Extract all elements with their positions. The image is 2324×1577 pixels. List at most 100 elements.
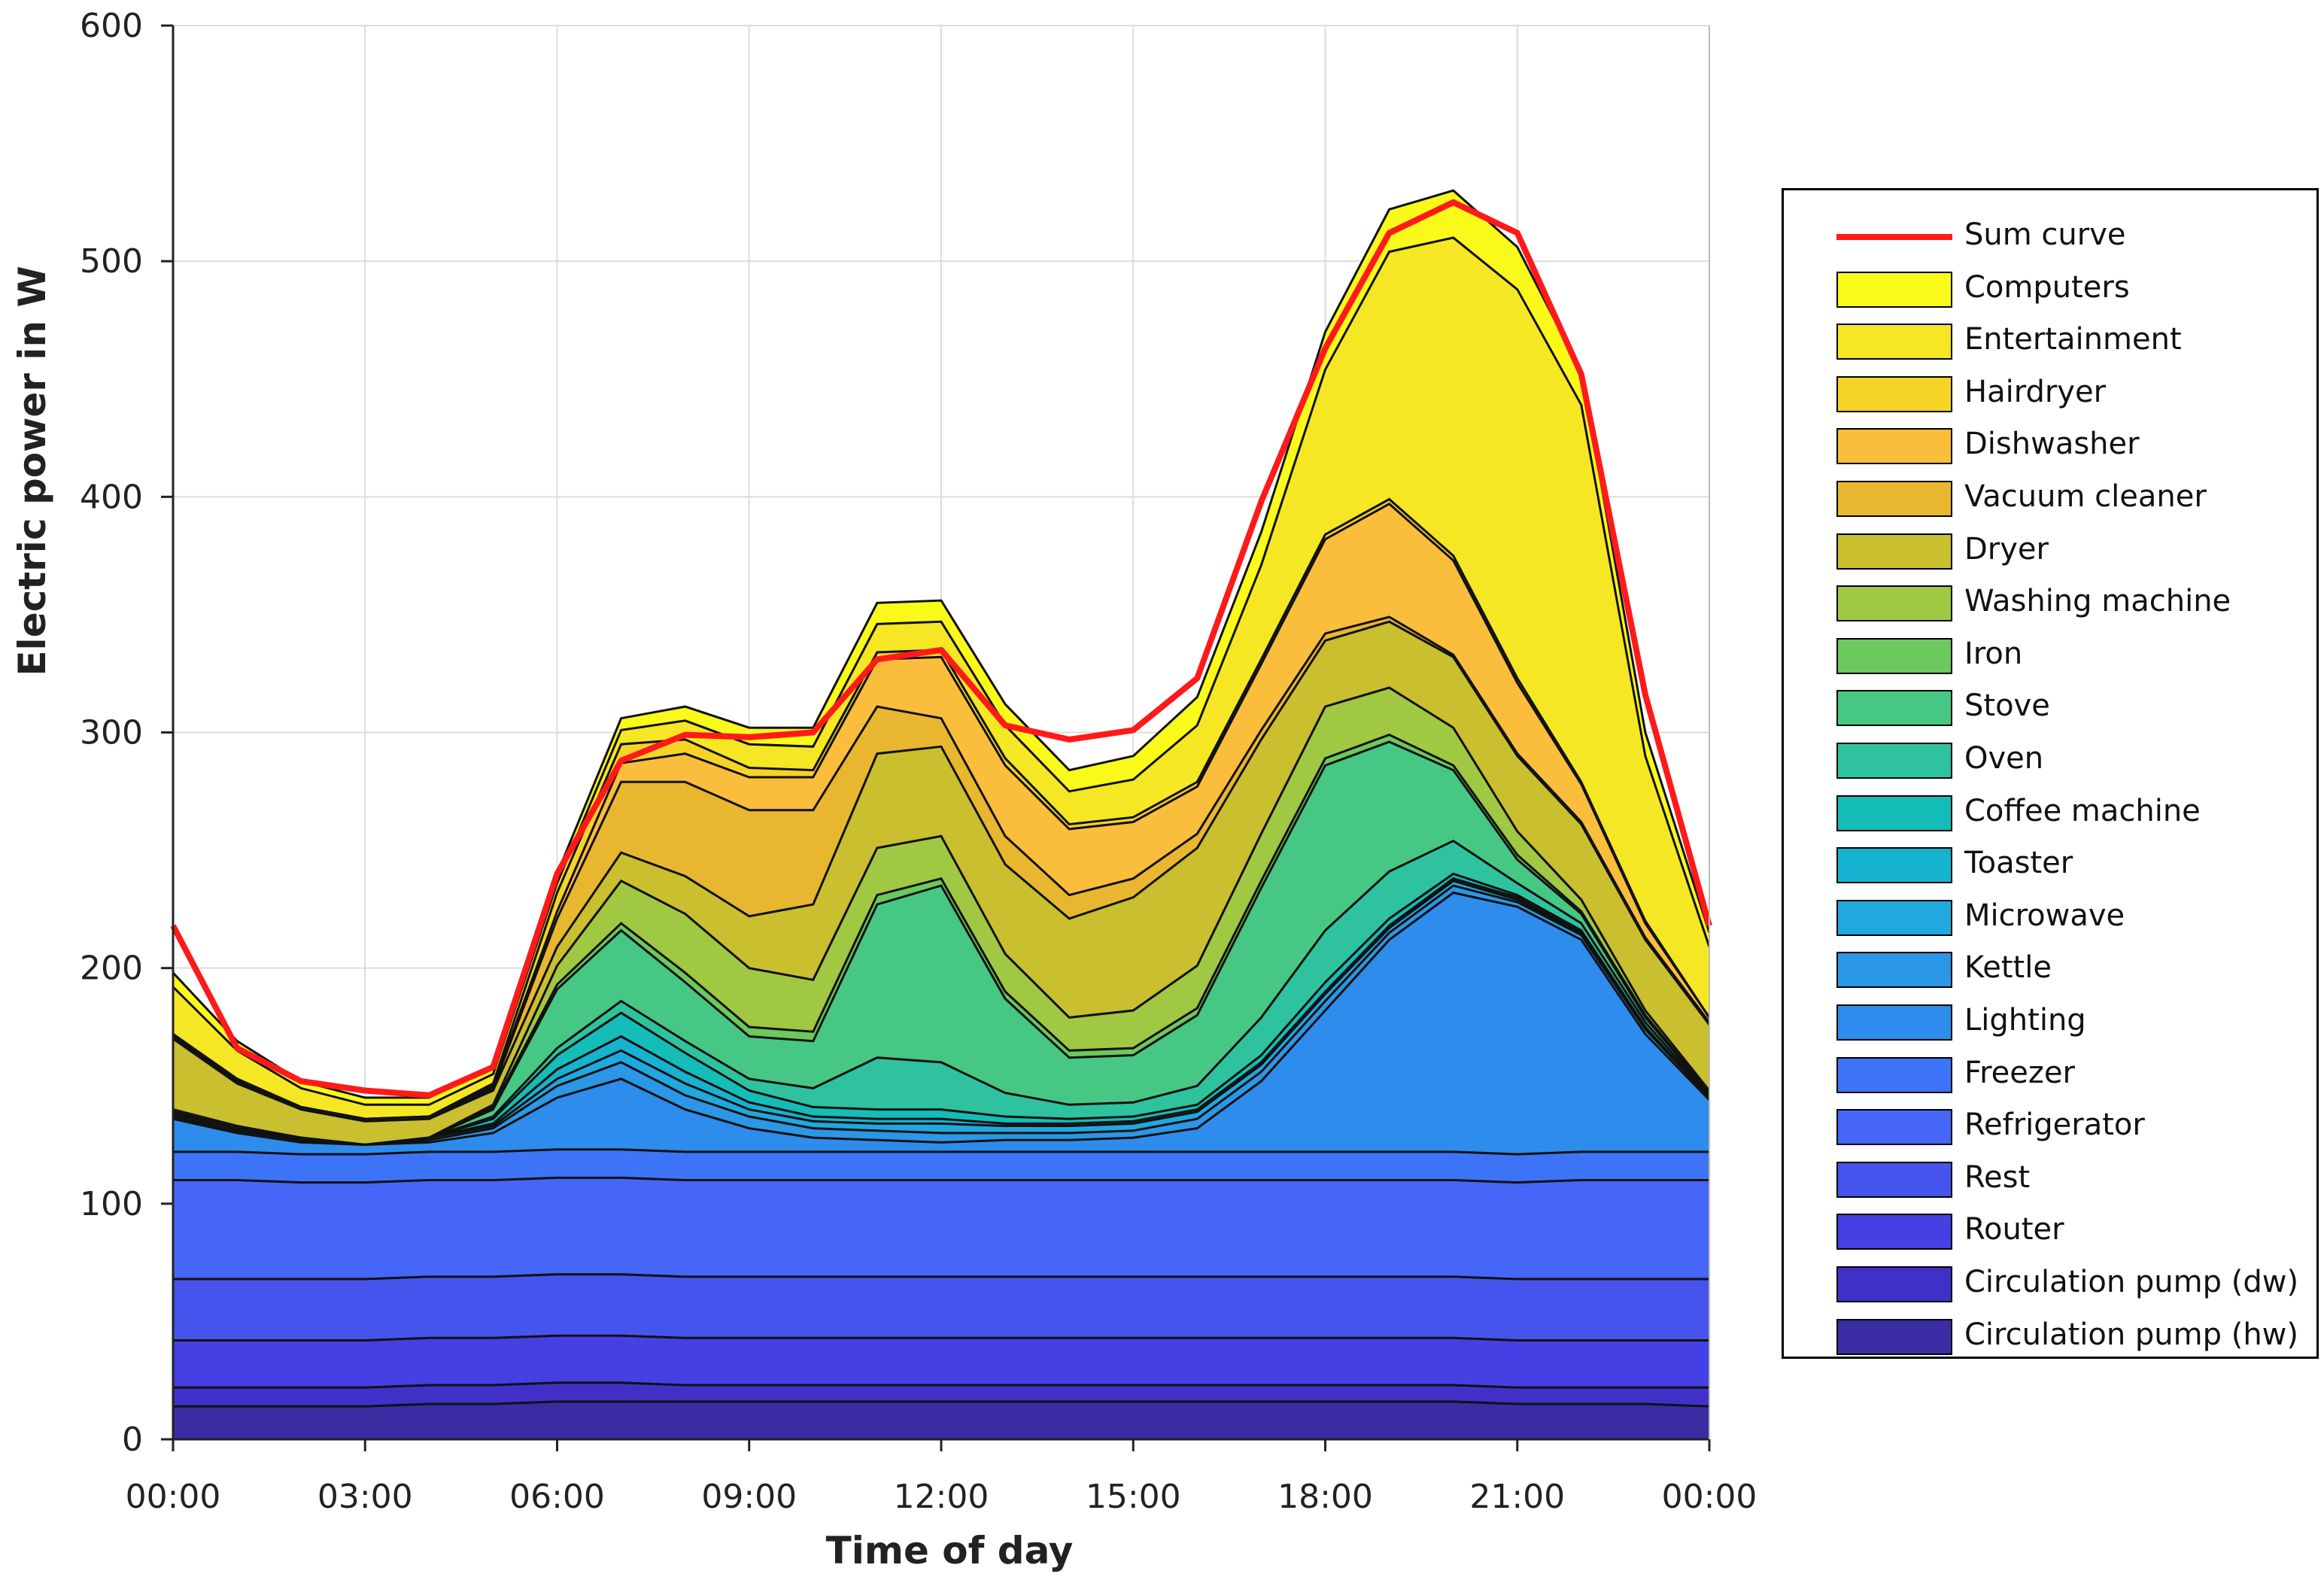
axes	[161, 24, 1711, 1451]
legend-swatch	[1836, 1161, 1952, 1198]
y-tick-label: 500	[80, 242, 143, 281]
sum-curve	[170, 199, 1712, 1098]
legend-swatch	[1836, 795, 1952, 831]
legend-item-toaster: Toaster	[1784, 840, 2316, 892]
boundary-rest	[173, 1273, 1709, 1281]
area-rest	[173, 1274, 1709, 1341]
legend-swatch	[1836, 585, 1952, 622]
legend-item-circulation-pump-dw: Circulation pump (dw)	[1784, 1259, 2316, 1311]
legend-swatch	[1836, 637, 1952, 674]
legend-item-sum-curve: Sum curve	[1784, 211, 2316, 264]
y-tick-label: 0	[122, 1421, 143, 1459]
boundary-circulation-pump-hw	[173, 1400, 1710, 1408]
legend-label: Computers	[1964, 269, 2130, 305]
y-tick-label: 600	[80, 7, 143, 45]
legend-swatch	[1836, 1004, 1952, 1041]
legend-item-microwave: Microwave	[1784, 892, 2316, 945]
legend-swatch	[1836, 1266, 1952, 1302]
legend-swatch	[1836, 533, 1952, 570]
legend-item-washing-machine: Washing machine	[1784, 578, 2316, 630]
legend-label: Hairdryer	[1964, 374, 2107, 409]
legend-label: Freezer	[1964, 1055, 2075, 1090]
x-tick-label: 18:00	[1277, 1478, 1373, 1516]
legend-label: Dishwasher	[1964, 427, 2140, 462]
legend-swatch	[1836, 481, 1952, 517]
legend-swatch	[1836, 1214, 1952, 1250]
legend-item-entertainment: Entertainment	[1784, 316, 2316, 369]
legend-item-lighting: Lighting	[1784, 997, 2316, 1050]
x-tick-label: 21:00	[1469, 1478, 1565, 1516]
legend-item-router: Router	[1784, 1206, 2316, 1259]
legend-item-hairdryer: Hairdryer	[1784, 369, 2316, 421]
legend-label: Router	[1964, 1212, 2064, 1247]
legend-swatch	[1836, 1056, 1952, 1093]
legend-swatch	[1836, 1109, 1952, 1146]
area-circulation-pump-hw	[173, 1401, 1709, 1439]
area-oven	[173, 840, 1709, 1145]
legend-label: Toaster	[1964, 846, 2073, 881]
legend-label: Stove	[1964, 688, 2050, 724]
y-tick-label: 300	[80, 714, 143, 752]
legend-swatch	[1836, 743, 1952, 779]
area-entertainment	[173, 237, 1709, 1120]
legend-label: Coffee machine	[1964, 793, 2201, 828]
x-tick-label: 00:00	[126, 1478, 221, 1516]
boundary-freezer	[173, 1148, 1709, 1156]
legend-item-iron: Iron	[1784, 630, 2316, 683]
y-tick-label: 400	[80, 478, 143, 516]
boundary-router	[173, 1334, 1709, 1342]
legend-item-stove: Stove	[1784, 682, 2316, 735]
legend-label: Kettle	[1964, 950, 2052, 986]
legend-item-dishwasher: Dishwasher	[1784, 421, 2316, 473]
legend-label: Circulation pump (hw)	[1964, 1317, 2299, 1352]
legend-swatch	[1836, 324, 1952, 360]
area-router	[173, 1335, 1709, 1388]
x-tick-label: 06:00	[509, 1478, 605, 1516]
legend-item-oven: Oven	[1784, 735, 2316, 788]
legend-item-freezer: Freezer	[1784, 1050, 2316, 1102]
area-lighting	[173, 892, 1709, 1155]
legend-item-vacuum-cleaner: Vacuum cleaner	[1784, 473, 2316, 526]
x-tick-label: 03:00	[317, 1478, 413, 1516]
boundary-vacuum-cleaner	[172, 615, 1711, 1123]
legend-label: Vacuum cleaner	[1964, 479, 2207, 514]
legend-item-refrigerator: Refrigerator	[1784, 1101, 2316, 1154]
y-tick-label: 200	[80, 950, 143, 988]
tick-labels: 00:00 03:00 06:00 09:00 12:00 15:00 18:00 21:00…	[80, 7, 1757, 1516]
legend-item-rest: Rest	[1784, 1154, 2316, 1207]
legend-label: Microwave	[1964, 898, 2125, 933]
sum-curve-line	[170, 199, 1712, 1098]
area-circulation-pump-dw	[173, 1382, 1709, 1407]
x-tick-label: 12:00	[894, 1478, 989, 1516]
x-tick-label: 15:00	[1086, 1478, 1181, 1516]
legend-label: Sum curve	[1964, 217, 2126, 252]
legend-swatch	[1836, 1318, 1952, 1355]
x-tick-label: 00:00	[1662, 1478, 1757, 1516]
legend-item-computers: Computers	[1784, 264, 2316, 317]
legend-swatch	[1836, 952, 1952, 989]
legend-item-circulation-pump-hw: Circulation pump (hw)	[1784, 1311, 2316, 1364]
x-tick-label: 09:00	[701, 1478, 797, 1516]
boundary-kettle	[172, 884, 1711, 1147]
legend-label: Lighting	[1964, 1003, 2086, 1038]
legend-swatch	[1836, 690, 1952, 727]
series-boundary-lines	[172, 189, 1711, 1408]
legend-label: Dryer	[1964, 531, 2049, 567]
boundary-circulation-pump-dw	[173, 1381, 1709, 1389]
boundary-entertainment	[172, 236, 1711, 1106]
legend-swatch	[1836, 271, 1952, 308]
legend-swatch	[1836, 899, 1952, 936]
legend-label: Entertainment	[1964, 322, 2182, 357]
boundary-washing-machine	[172, 686, 1711, 1147]
legend-swatch	[1836, 428, 1952, 465]
boundary-refrigerator	[173, 1176, 1709, 1184]
legend-label: Iron	[1964, 636, 2023, 671]
legend-label: Washing machine	[1964, 584, 2231, 619]
y-axis-title: Electric power in W	[11, 266, 54, 676]
legend-line-swatch	[1836, 234, 1952, 240]
legend-item-dryer: Dryer	[1784, 526, 2316, 579]
x-axis-title: Time of day	[826, 1529, 1074, 1572]
legend-item-coffee-machine: Coffee machine	[1784, 788, 2316, 840]
legend: Sum curve Computers Entertainment Hairdryer…	[1782, 188, 2319, 1359]
